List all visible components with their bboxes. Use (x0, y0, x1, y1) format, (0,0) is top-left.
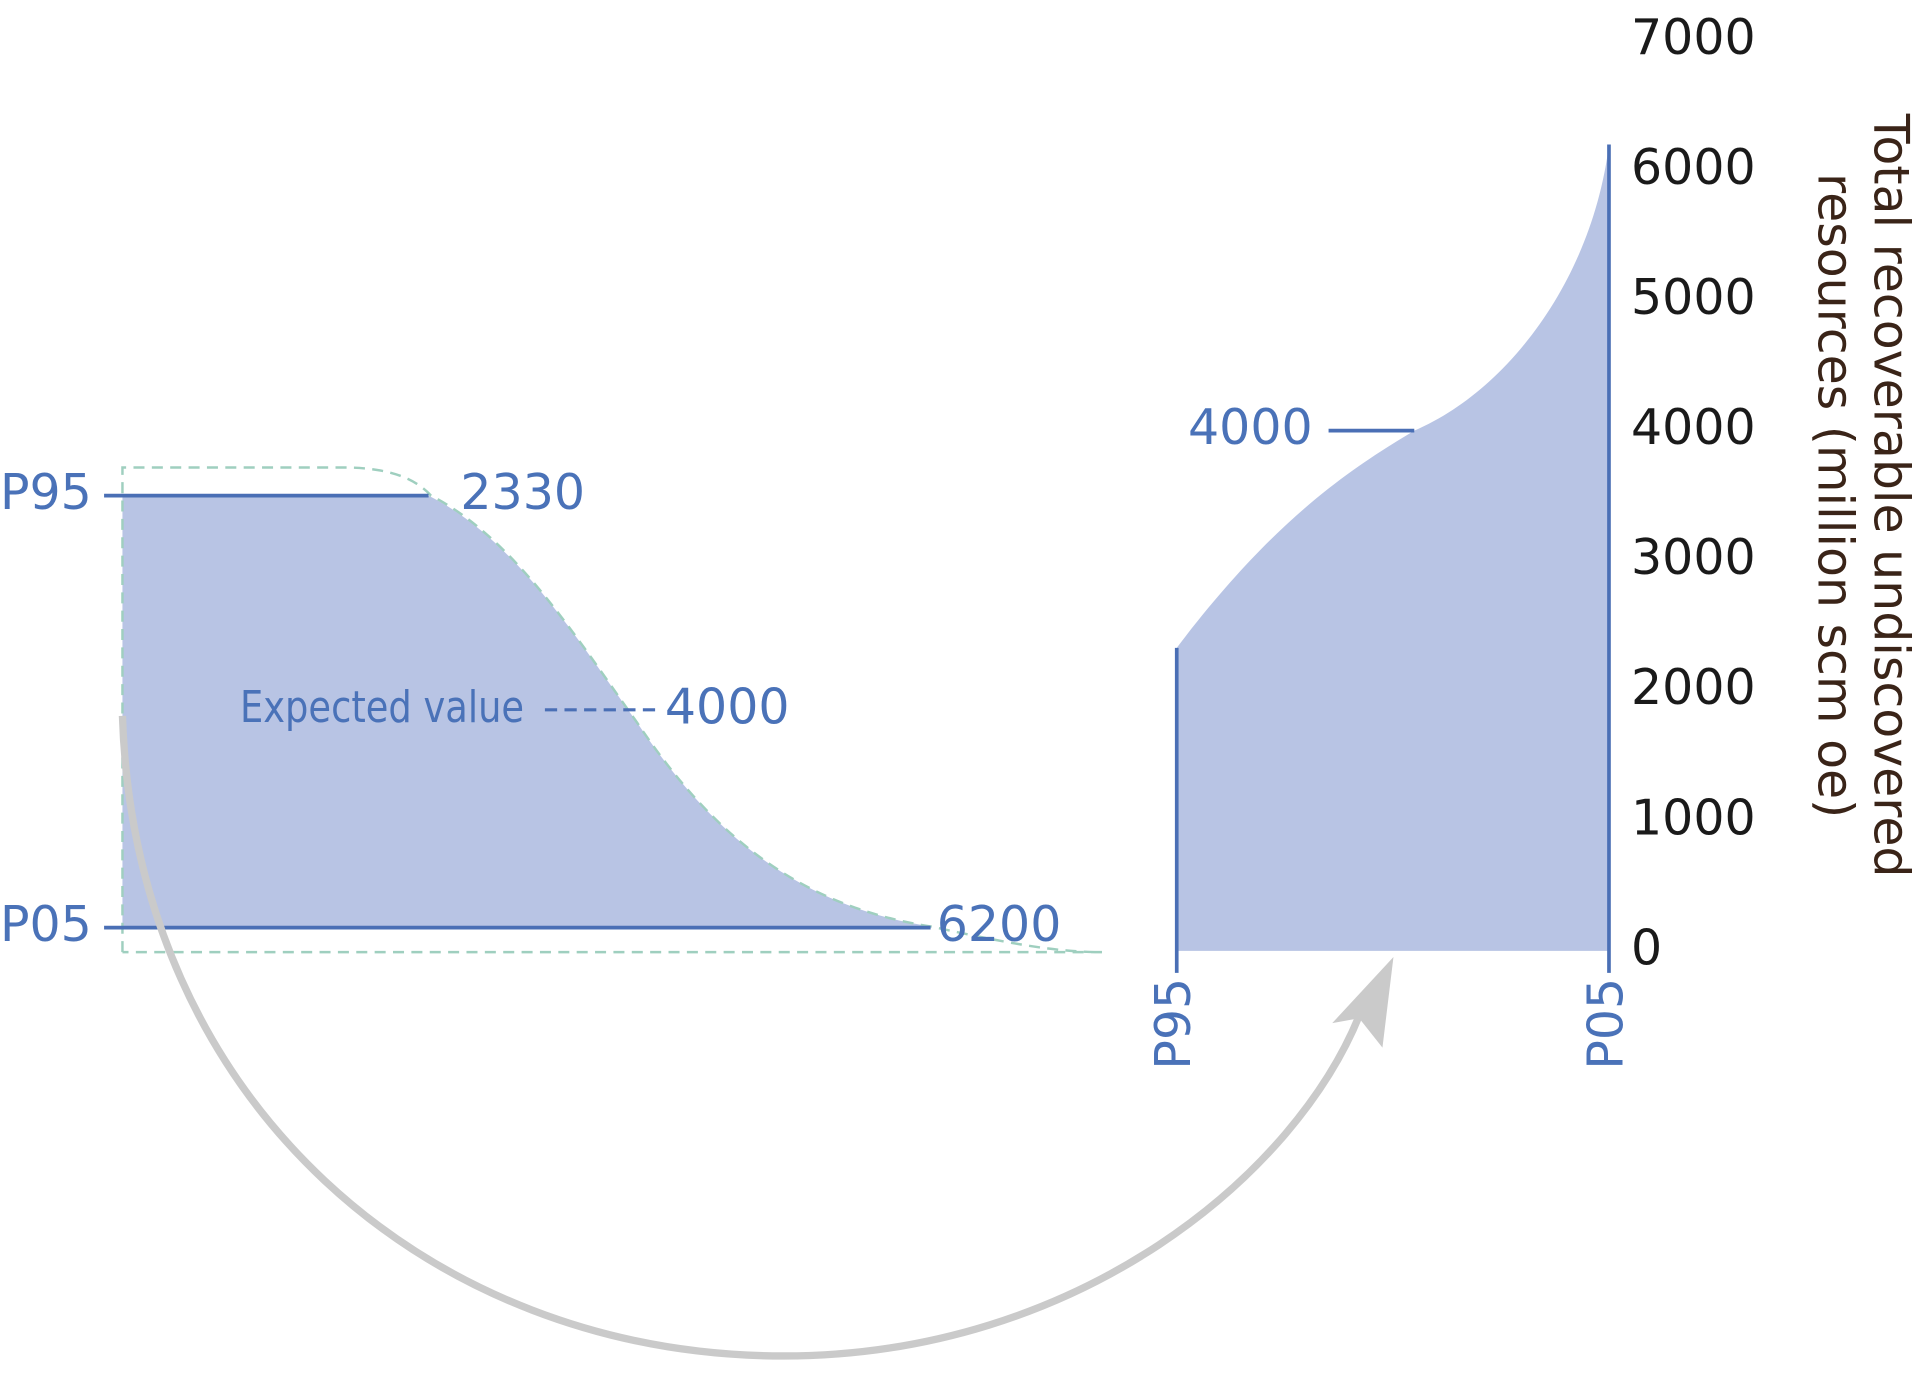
y-tick-label: 1000 (1631, 789, 1756, 846)
x-tick-label: P95 (1145, 978, 1202, 1070)
transform-arrow (118, 715, 1366, 1360)
distribution-fill (122, 495, 931, 927)
y-tick-label: 6000 (1631, 139, 1756, 196)
y-tick-label: 2000 (1631, 659, 1756, 716)
y-tick-label: 5000 (1631, 269, 1756, 326)
p05-label: P05 (0, 896, 92, 953)
p95-label: P95 (0, 464, 92, 521)
area (1176, 144, 1609, 951)
arrow-head (1332, 957, 1394, 1048)
y-axis-label: Total recoverable undiscovered (1863, 113, 1920, 878)
expected-label: Expected value (240, 682, 524, 733)
p95-value: 2330 (460, 464, 585, 521)
expected-value: 4000 (665, 678, 790, 735)
y-tick-label: 3000 (1631, 529, 1756, 586)
y-tick-label: 7000 (1631, 9, 1756, 66)
expected-label: 4000 (1188, 399, 1313, 456)
y-axis-label: resources (million scm oe) (1806, 173, 1863, 818)
distribution-outline (121, 466, 1103, 954)
y-tick-label: 0 (1631, 919, 1662, 976)
p05-value: 6200 (937, 896, 1062, 953)
x-tick-label: P05 (1577, 978, 1634, 1070)
y-tick-label: 4000 (1631, 399, 1756, 456)
